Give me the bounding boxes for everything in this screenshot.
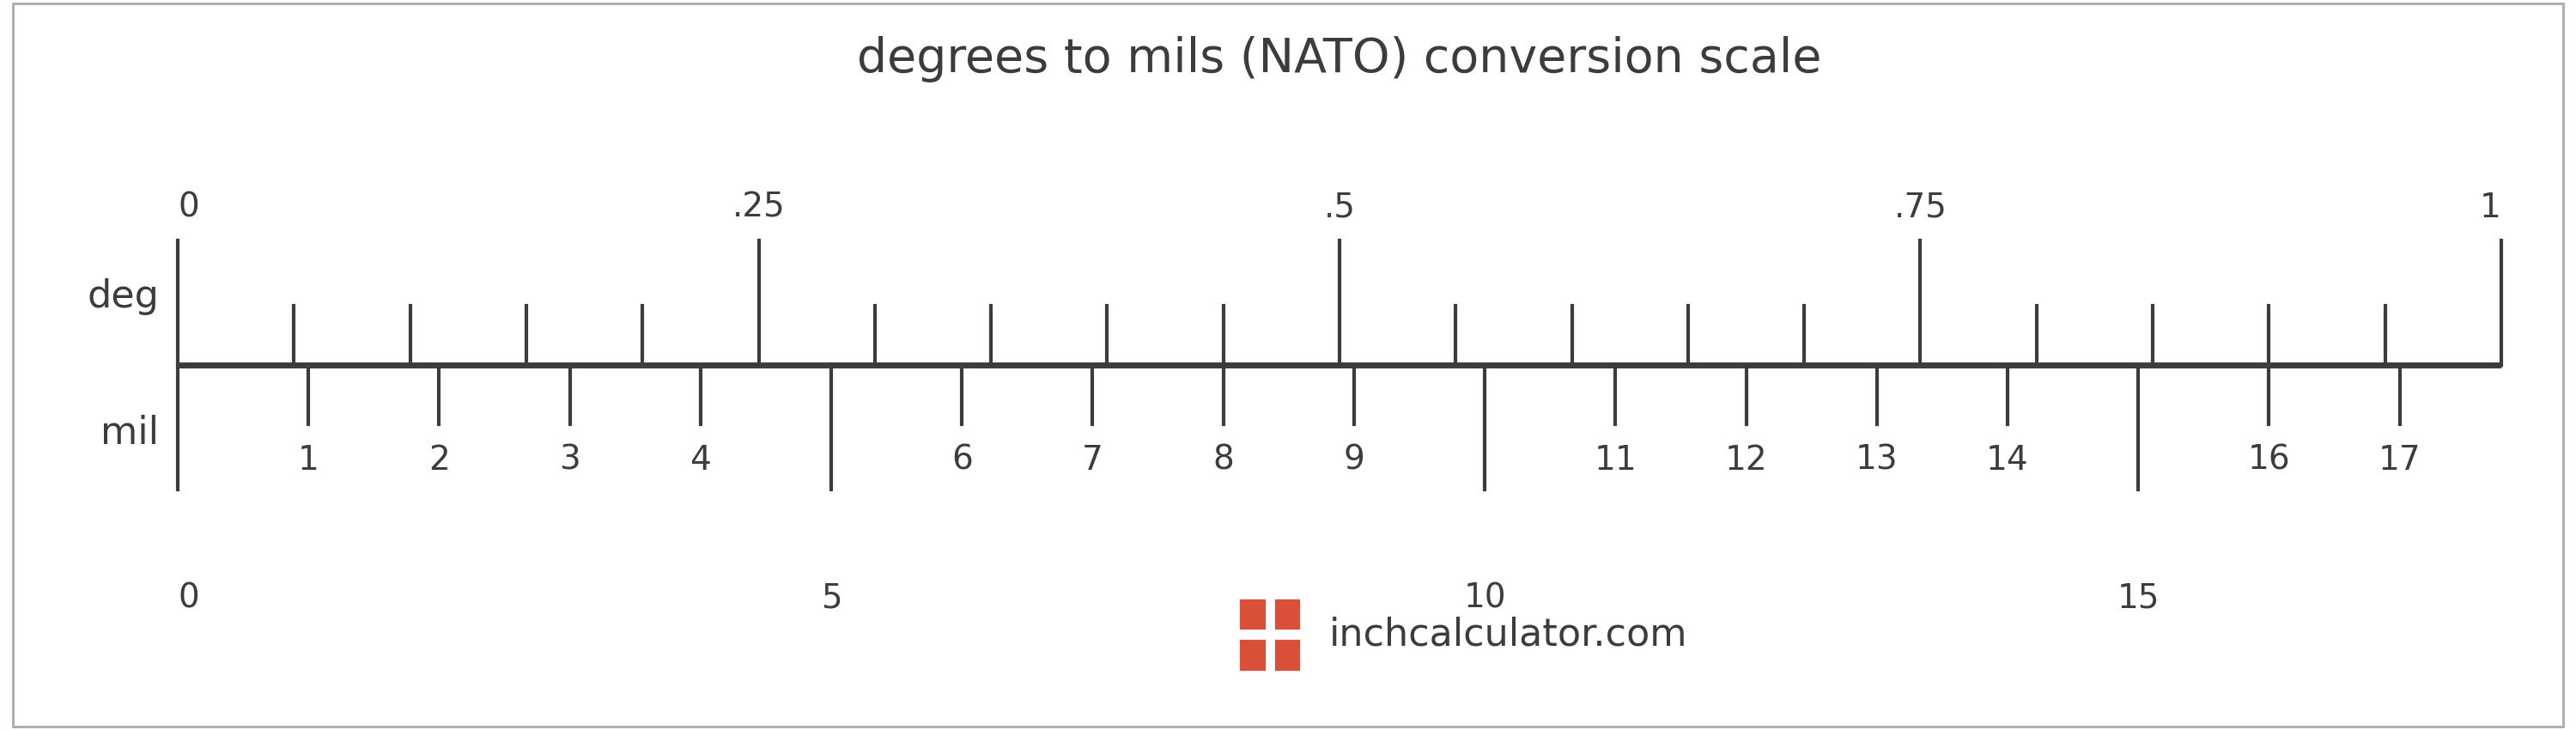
Text: .25: .25	[732, 191, 786, 223]
Text: 1: 1	[2481, 191, 2501, 223]
Text: 10: 10	[1463, 582, 1507, 615]
Text: mil: mil	[100, 415, 160, 452]
Text: 2: 2	[428, 444, 451, 477]
Text: inchcalculator.com: inchcalculator.com	[1329, 616, 1687, 653]
Text: deg: deg	[88, 278, 160, 315]
Text: degrees to mils (NATO) conversion scale: degrees to mils (NATO) conversion scale	[858, 36, 1821, 83]
Text: .5: .5	[1324, 191, 1355, 223]
Bar	[1273, 639, 1301, 672]
Text: 6: 6	[951, 444, 974, 477]
Text: 1: 1	[299, 444, 319, 477]
Bar	[1239, 639, 1267, 672]
Text: 0: 0	[178, 582, 198, 615]
Text: 14: 14	[1986, 444, 2030, 477]
Text: 17: 17	[2378, 444, 2421, 477]
Text: 13: 13	[1855, 444, 1899, 477]
Text: .75: .75	[1893, 191, 1947, 223]
Text: 15: 15	[2117, 582, 2159, 615]
Text: 5: 5	[822, 582, 842, 615]
Text: 9: 9	[1342, 444, 1365, 477]
Text: 12: 12	[1726, 444, 1767, 477]
Text: 4: 4	[690, 444, 711, 477]
Text: 16: 16	[2246, 444, 2290, 477]
Text: 8: 8	[1213, 444, 1234, 477]
Bar	[1239, 597, 1267, 630]
Text: 0: 0	[178, 191, 198, 223]
Text: 11: 11	[1595, 444, 1636, 477]
Bar	[1273, 597, 1301, 630]
Text: 3: 3	[559, 444, 580, 477]
Text: 7: 7	[1082, 444, 1103, 477]
